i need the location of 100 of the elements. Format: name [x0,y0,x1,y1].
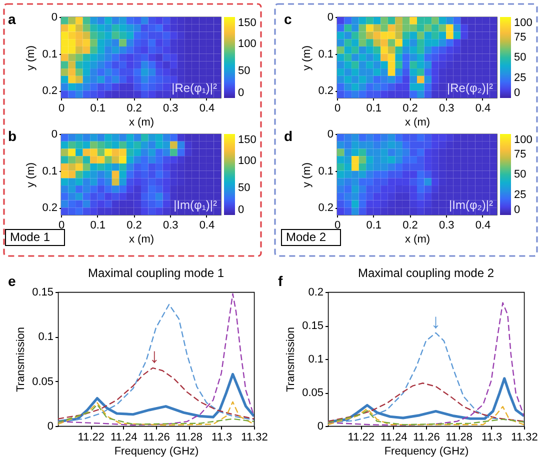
annotation: ↓ [149,346,160,368]
x-axis-title: x (m) [404,234,430,246]
y-axis-title: y (m) [301,45,314,71]
color-bar-label: 25 [514,72,526,84]
x-tick-label: 0.2 [402,102,418,114]
text: a [8,11,16,27]
x-tick-label: 0.3 [162,220,178,232]
color-bar-label: 75 [514,31,526,44]
line-series [58,372,254,423]
x-tick-label: 11.28 [446,432,473,444]
x-tick-label: 11.3 [212,432,232,444]
y-tick-label: 0 [47,420,54,432]
x-tick-label: 11.26 [143,432,170,444]
color-bar-label: 100 [238,155,256,167]
text: Mode 1 [10,230,50,244]
y-tick-label: 0 [51,128,58,140]
x-tick-label: 11.3 [482,432,502,444]
y-tick-label: 0.2 [308,286,324,298]
x-tick-label: 0.3 [438,220,454,232]
y-tick-label: 0.2 [42,202,58,214]
annotation: |Re(φ₁)|² [172,81,217,95]
text: c [284,11,292,27]
color-bar-label: 50 [238,182,250,194]
chart-title: Maximal coupling mode 1 [88,266,224,280]
color-bar-label: 150 [238,134,256,146]
line-series [328,302,524,426]
y-axis-title: Transmission [285,327,298,392]
line-series [328,406,524,426]
y-tick-label: 0.2 [318,202,334,214]
x-tick-label: 0.4 [199,220,215,232]
x-tick-label: 0.2 [126,102,142,114]
annotation: |Im(φ₁)|² [174,198,217,212]
text: b [8,128,17,144]
y-tick-label: 0.05 [32,376,54,388]
color-bar-label: 50 [514,168,526,180]
x-tick-label: 11.24 [380,432,408,444]
color-bar-label: 0 [238,87,244,99]
color-bar-label: 150 [238,17,256,29]
x-tick-label: 0.4 [475,220,491,232]
y-tick-label: 0.15 [32,286,54,298]
y-tick-label: 0.1 [308,354,324,366]
line-series [328,382,524,422]
y-axis-title: Transmission [15,327,28,392]
text: d [284,128,293,144]
x-tick-label: 11.26 [413,432,440,444]
x-axis-title: x (m) [128,116,154,128]
color-bar-label: 100 [238,38,256,50]
y-tick-label: 0.2 [42,85,58,98]
y-axis-title: y (m) [25,162,38,188]
annotation: ↓ [430,311,441,334]
x-tick-label: 0.1 [366,220,382,232]
line-series [328,410,524,426]
text: e [8,273,16,289]
color-bar-label: 50 [238,65,250,77]
x-tick-label: 0.3 [162,102,178,114]
x-axis-title: x (m) [404,116,430,128]
x-axis-title: Frequency (GHz) [114,446,199,458]
color-bar-label: 100 [514,17,532,29]
x-tick-label: 11.28 [176,432,203,444]
y-tick-label: 0 [327,128,334,140]
color-bar-label: 50 [514,52,526,64]
y-axis-title: y (m) [25,45,38,71]
y-tick-label: 0 [327,12,334,24]
x-tick-label: 0.3 [438,102,454,114]
y-tick-label: 0 [51,12,58,24]
y-tick-label: 0 [317,420,324,432]
x-tick-label: 0.1 [90,220,106,232]
x-tick-label: 0.4 [199,102,215,114]
y-axis-title: y (m) [301,162,314,188]
x-tick-label: 0.1 [366,102,382,114]
x-tick-label: 0.1 [90,102,106,114]
text: Mode 2 [286,230,326,244]
color-bar-label: 0 [514,204,520,216]
text: f [278,273,283,289]
chart-title: Maximal coupling mode 2 [358,266,494,280]
color-bar-label: 0 [514,87,520,99]
y-tick-label: 0.1 [42,165,58,178]
y-tick-label: 0.1 [318,165,334,178]
x-tick-label: 11.22 [78,432,105,444]
x-axis-title: x (m) [128,234,154,246]
y-tick-label: 0.05 [302,387,324,399]
x-tick-label: 11.32 [511,432,538,444]
color-bar-label: 25 [514,188,526,201]
x-tick-label: 11.24 [110,432,138,444]
y-tick-label: 0.1 [38,331,54,344]
y-tick-label: 0.1 [42,48,58,60]
x-tick-label: 11.22 [348,432,375,444]
color-bar-label: 0 [238,204,244,216]
x-axis-title: Frequency (GHz) [384,446,469,458]
color-bar-label: 75 [514,148,526,160]
y-tick-label: 0.15 [302,320,324,332]
y-tick-label: 0.2 [318,85,334,98]
color-bar-label: 100 [514,134,532,146]
annotation: |Re(φ₂)|² [446,81,493,95]
x-tick-label: 11.32 [241,432,268,444]
line-series [58,367,254,420]
x-tick-label: 0.4 [475,102,491,114]
annotation: |Im(φ₂)|² [449,198,493,212]
x-tick-label: 0.2 [126,220,142,232]
y-tick-label: 0.1 [318,48,334,60]
